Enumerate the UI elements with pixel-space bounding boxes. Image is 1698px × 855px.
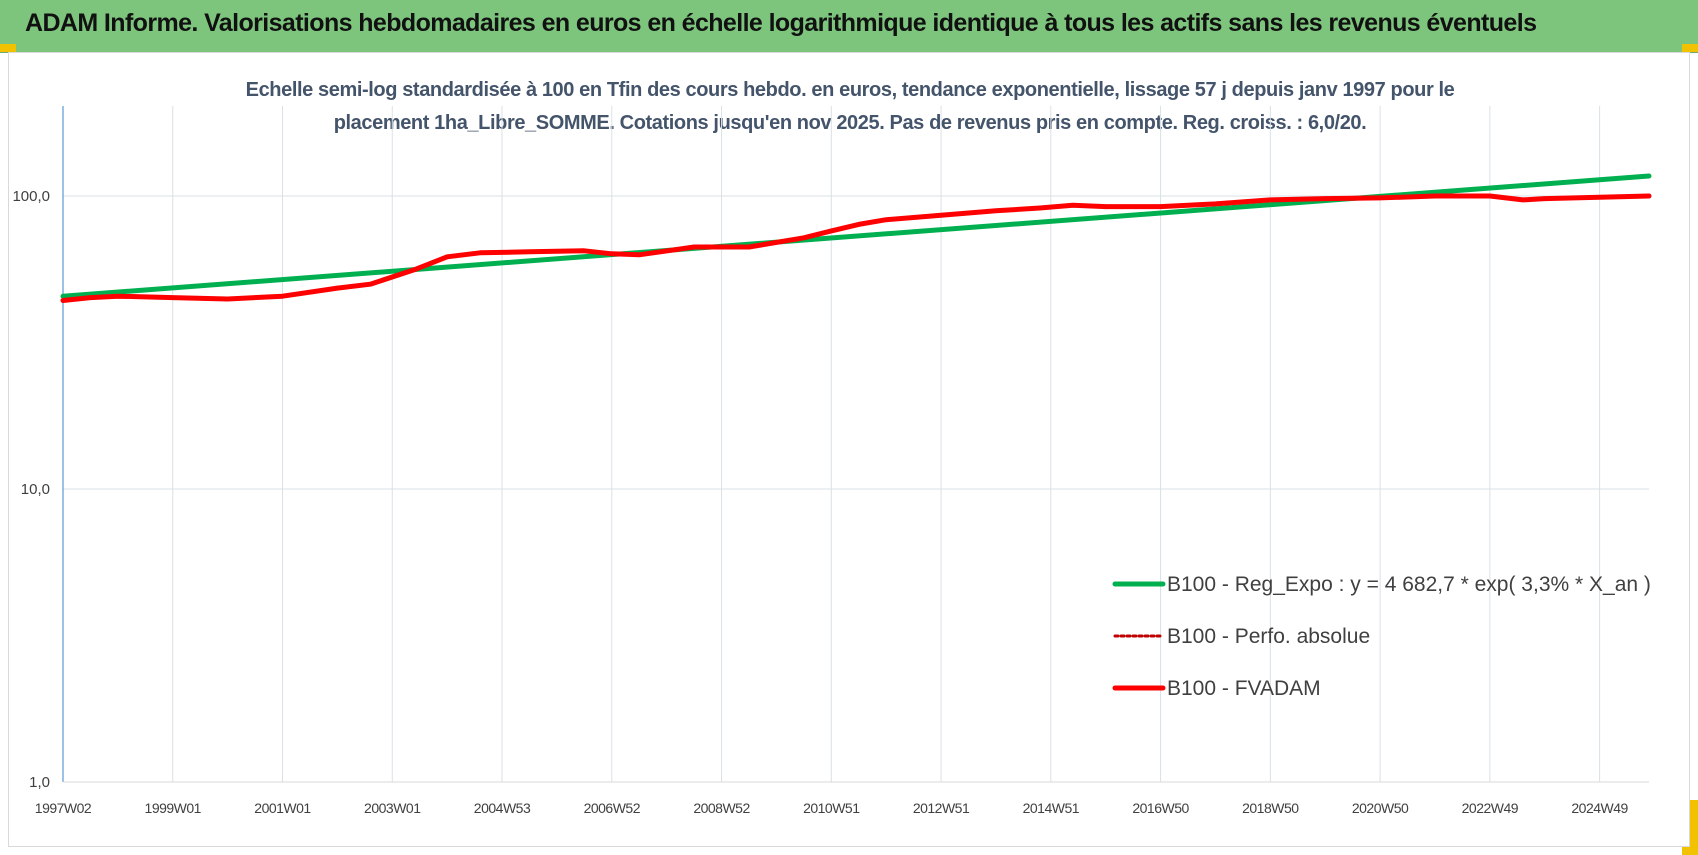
x-tick-label: 1999W01 <box>145 800 202 816</box>
y-tick-label: 100,0 <box>12 188 50 205</box>
x-tick-label: 1997W02 <box>35 800 92 816</box>
chart-title: Echelle semi-log standardisée à 100 en T… <box>160 74 1540 140</box>
y-tick-label: 10,0 <box>21 481 50 498</box>
corner-marker <box>1690 800 1698 847</box>
banner-title: ADAM Informe. Valorisations hebdomadaire… <box>25 9 1537 37</box>
legend-label: B100 - FVADAM <box>1167 677 1321 700</box>
series-line-2 <box>60 193 1652 303</box>
x-tick-label: 2014W51 <box>1023 800 1080 816</box>
x-tick-label: 2001W01 <box>254 800 311 816</box>
legend-label: B100 - Reg_Expo : y = 4 682,7 * exp( 3,3… <box>1167 573 1651 596</box>
chart-title-line-2: placement 1ha_Libre_SOMME. Cotations jus… <box>333 112 1367 134</box>
x-tick-label: 2003W01 <box>364 800 421 816</box>
x-tick-label: 2006W52 <box>584 800 641 816</box>
corner-marker <box>1682 847 1698 855</box>
x-tick-label: 2024W49 <box>1571 800 1628 816</box>
y-tick-label: 1,0 <box>29 774 50 791</box>
legend-label: B100 - Perfo. absolue <box>1167 625 1370 648</box>
series-line-0 <box>60 173 1652 299</box>
header-banner: ADAM Informe. Valorisations hebdomadaire… <box>0 0 1698 53</box>
x-tick-label: 2008W52 <box>693 800 750 816</box>
x-tick-label: 2022W49 <box>1462 800 1519 816</box>
x-tick-label: 2020W50 <box>1352 800 1409 816</box>
corner-marker <box>0 44 16 52</box>
x-tick-label: 2004W53 <box>474 800 531 816</box>
chart-title-line-1: Echelle semi-log standardisée à 100 en T… <box>245 79 1455 101</box>
x-tick-label: 2010W51 <box>803 800 860 816</box>
chart-frame <box>8 52 1690 847</box>
x-tick-label: 2012W51 <box>913 800 970 816</box>
x-tick-label: 2016W50 <box>1132 800 1189 816</box>
x-tick-label: 2018W50 <box>1242 800 1299 816</box>
corner-marker <box>1682 44 1698 52</box>
